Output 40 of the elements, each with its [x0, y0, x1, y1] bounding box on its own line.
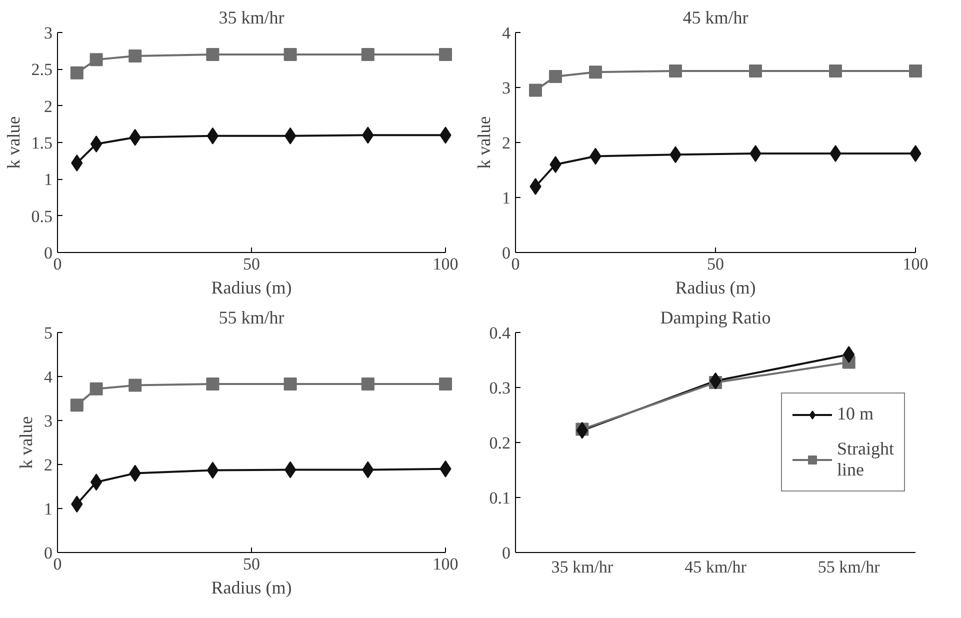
y-tick-label: 2	[44, 456, 52, 474]
y-tick-label: 0.4	[489, 324, 511, 342]
chart-title: 45 km/hr	[682, 8, 748, 28]
chart-title: 55 km/hr	[218, 308, 284, 328]
x-tick-label: 50	[707, 254, 724, 274]
chart-title: Damping Ratio	[660, 308, 771, 328]
y-tick-label: 3	[502, 78, 510, 98]
y-tick-label: 1.5	[31, 134, 52, 152]
legend-label: 10 m	[837, 404, 874, 424]
y-tick-label: 2.5	[31, 60, 52, 80]
x-tick-label: 45 km/hr	[684, 558, 747, 576]
y-tick-label: 4	[44, 368, 53, 386]
y-tick-label: 0.2	[489, 434, 510, 452]
x-tick-label: 35 km/hr	[551, 558, 614, 576]
y-tick-label: 2	[44, 96, 52, 116]
x-axis-title: Radius (m)	[675, 278, 756, 298]
y-tick-label: 0.1	[489, 488, 510, 508]
y-tick-label: 1	[44, 170, 52, 190]
y-tick-label: 1	[502, 188, 510, 208]
chart-title: 35 km/hr	[218, 8, 284, 28]
y-tick-label: 3	[44, 412, 52, 430]
y-axis-title: k value	[474, 116, 494, 169]
x-tick-label: 100	[432, 254, 458, 274]
y-tick-label: 5	[44, 324, 52, 342]
y-tick-label: 2	[502, 134, 510, 152]
x-tick-label: 50	[243, 554, 260, 574]
y-tick-label: 0.5	[31, 206, 52, 226]
x-tick-label: 100	[432, 554, 458, 574]
x-axis-title: Radius (m)	[211, 578, 292, 598]
y-axis-title: k value	[3, 116, 24, 169]
x-axis-title: Radius (m)	[211, 278, 292, 298]
legend-label: Straight line	[837, 438, 894, 480]
y-tick-label: 3	[44, 24, 52, 42]
x-tick-label: 100	[902, 254, 928, 274]
y-tick-label: 4	[502, 24, 511, 42]
x-tick-label: 50	[243, 254, 260, 274]
x-tick-label: 55 km/hr	[818, 558, 880, 576]
y-axis-title: k value	[16, 416, 36, 469]
y-tick-label: 1	[44, 500, 52, 518]
y-tick-label: 0.3	[489, 378, 510, 398]
